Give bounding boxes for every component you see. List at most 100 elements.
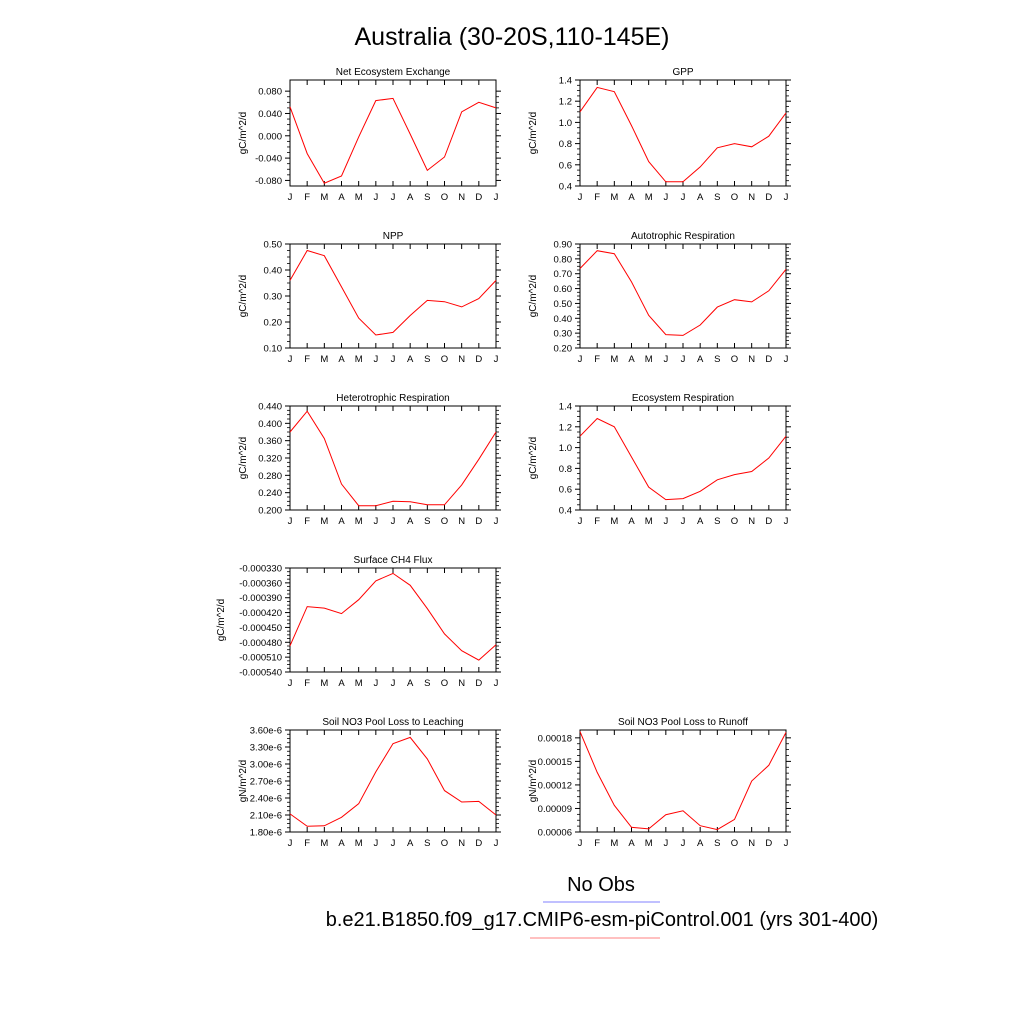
x-tick-label: D [475, 678, 482, 689]
panel-title: Soil NO3 Pool Loss to Leaching [322, 717, 463, 728]
x-tick-label: J [681, 354, 686, 365]
y-axis-label: gC/m^2/d [238, 112, 249, 155]
y-tick-label: 0.00018 [538, 733, 572, 744]
y-tick-label: 0.00009 [538, 804, 572, 815]
x-tick-label: S [714, 354, 720, 365]
y-tick-label: 1.0 [559, 118, 572, 129]
x-tick-label: J [578, 354, 583, 365]
x-tick-label: A [338, 516, 345, 527]
x-tick-label: M [645, 354, 653, 365]
x-tick-label: F [594, 192, 600, 203]
y-tick-label: 0.400 [258, 419, 282, 430]
y-tick-label: 0.90 [554, 240, 573, 251]
series-line [289, 572, 497, 661]
x-tick-label: N [458, 516, 465, 527]
x-tick-label: A [407, 192, 414, 203]
x-tick-label: J [578, 516, 583, 527]
y-tick-label: 0.20 [554, 344, 573, 355]
x-tick-label: D [475, 354, 482, 365]
panel-title: Heterotrophic Respiration [336, 393, 449, 404]
y-tick-label: 3.60e-6 [250, 726, 282, 737]
y-tick-label: 0.8 [559, 139, 572, 150]
x-tick-label: J [288, 516, 293, 527]
x-tick-label: J [288, 354, 293, 365]
x-tick-label: J [391, 192, 396, 203]
x-tick-label: F [594, 354, 600, 365]
series-line [289, 249, 497, 336]
x-tick-label: A [338, 354, 345, 365]
x-tick-label: M [645, 838, 653, 849]
y-tick-label: 2.10e-6 [250, 811, 282, 822]
x-tick-label: S [714, 516, 720, 527]
x-tick-label: O [731, 354, 738, 365]
y-tick-label: 3.30e-6 [250, 743, 282, 754]
y-tick-label: 0.4 [559, 182, 572, 193]
x-tick-label: A [628, 838, 635, 849]
x-tick-label: N [458, 354, 465, 365]
plot-frame [289, 405, 497, 511]
x-tick-label: F [304, 838, 310, 849]
x-tick-label: J [373, 678, 378, 689]
x-tick-label: F [594, 838, 600, 849]
x-tick-label: A [407, 838, 414, 849]
x-tick-label: M [355, 192, 363, 203]
y-axis-label: gN/m^2/d [528, 760, 539, 803]
x-tick-label: J [784, 354, 789, 365]
y-tick-label: 0.30 [264, 292, 283, 303]
y-tick-label: -0.000420 [239, 608, 282, 619]
x-tick-label: J [681, 516, 686, 527]
y-tick-label: 0.8 [559, 464, 572, 475]
y-tick-label: 1.4 [559, 76, 572, 87]
panel-title: Surface CH4 Flux [354, 555, 433, 566]
x-tick-label: J [494, 838, 499, 849]
x-tick-label: N [748, 516, 755, 527]
x-tick-label: J [681, 838, 686, 849]
y-tick-label: -0.000480 [239, 638, 282, 649]
x-tick-label: S [424, 192, 430, 203]
panel-title: Net Ecosystem Exchange [336, 67, 451, 78]
y-tick-label: 0.50 [264, 240, 283, 251]
series-line [289, 736, 497, 827]
figure-title: Australia (30-20S,110-145E) [355, 23, 670, 51]
y-tick-label: -0.000390 [239, 593, 282, 604]
series-line [579, 417, 787, 501]
x-tick-label: M [610, 354, 618, 365]
x-tick-label: J [494, 516, 499, 527]
x-tick-label: J [494, 678, 499, 689]
x-tick-label: A [407, 516, 414, 527]
x-tick-label: O [441, 354, 448, 365]
y-axis-label: gN/m^2/d [238, 760, 249, 803]
y-tick-label: 3.00e-6 [250, 760, 282, 771]
y-tick-label: 0.80 [554, 254, 573, 265]
x-tick-label: D [765, 354, 772, 365]
y-axis-label: gC/m^2/d [528, 437, 539, 480]
x-tick-label: A [407, 678, 414, 689]
x-tick-label: D [765, 192, 772, 203]
panel-title: Autotrophic Respiration [631, 231, 735, 242]
y-tick-label: 0.440 [258, 402, 282, 413]
x-tick-label: S [424, 678, 430, 689]
series-line [579, 86, 787, 183]
plot-frame [289, 567, 497, 673]
x-tick-label: J [578, 192, 583, 203]
y-tick-label: 0.360 [258, 436, 282, 447]
x-tick-label: J [663, 516, 668, 527]
x-tick-label: O [731, 516, 738, 527]
y-tick-label: 0.00015 [538, 757, 572, 768]
x-tick-label: J [288, 192, 293, 203]
x-tick-label: F [594, 516, 600, 527]
y-axis-label: gC/m^2/d [238, 437, 249, 480]
y-tick-label: 0.00006 [538, 828, 572, 839]
x-tick-label: N [458, 678, 465, 689]
x-tick-label: A [628, 516, 635, 527]
legend: No Obs b.e21.B1850.f09_g17.CMIP6-esm-piC… [326, 874, 878, 939]
y-tick-label: 0.000 [258, 131, 282, 142]
plot-frame [579, 243, 787, 349]
x-tick-label: M [320, 192, 328, 203]
